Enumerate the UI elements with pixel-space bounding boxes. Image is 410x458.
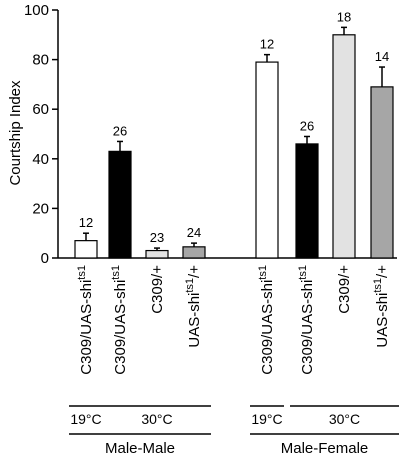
temperature-label: 19°C (70, 411, 101, 427)
genotype-label: C309/UAS-shits1 (297, 265, 316, 375)
y-tick-label: 20 (32, 200, 49, 217)
y-tick-label: 80 (32, 52, 49, 69)
sample-size-label: 26 (300, 118, 314, 133)
sample-size-label: 12 (79, 215, 93, 230)
sample-size-label: 26 (113, 123, 127, 138)
sample-size-label: 23 (150, 230, 164, 245)
bar (145, 249, 169, 259)
genotype-label: C309/UAS-shits1 (110, 265, 129, 375)
y-tick-label: 40 (32, 151, 49, 168)
bar (74, 240, 98, 259)
sample-size-label: 24 (187, 225, 201, 240)
bar (108, 150, 132, 259)
genotype-label: C309/+ (149, 265, 166, 314)
temperature-label: 30°C (329, 411, 360, 427)
y-axis-title: Courtship Index (7, 80, 24, 186)
group-label: Male-Male (105, 440, 175, 457)
condition-brackets: 19°C 30°C 19°C 30°C Male-Male Male-Female (69, 405, 399, 457)
genotype-label: UAS-shits1/+ (372, 265, 391, 348)
bar (255, 61, 279, 259)
y-tick-label: 100 (24, 2, 49, 19)
bar (370, 86, 394, 259)
genotype-label: UAS-shits1/+ (184, 265, 203, 348)
bar (295, 143, 319, 259)
sample-size-label: 14 (375, 49, 389, 64)
bar (332, 34, 356, 259)
temperature-label: 30°C (141, 411, 172, 427)
x-axis-labels: C309/UAS-shits1 C309/UAS-shits1 C309/+ UAS-… (76, 265, 391, 375)
group-label: Male-Female (281, 440, 369, 457)
bar (182, 246, 206, 259)
y-tick-label: 60 (32, 101, 49, 118)
genotype-label: C309/UAS-shits1 (76, 265, 95, 375)
sample-size-label: 18 (337, 9, 351, 24)
y-tick-label: 0 (41, 250, 49, 267)
genotype-label: C309/+ (336, 265, 353, 314)
temperature-label: 19°C (251, 411, 282, 427)
sample-size-label: 12 (260, 37, 274, 52)
genotype-label: C309/UAS-shits1 (257, 265, 276, 375)
bars: 12 26 23 24 12 26 18 14 (74, 9, 394, 259)
